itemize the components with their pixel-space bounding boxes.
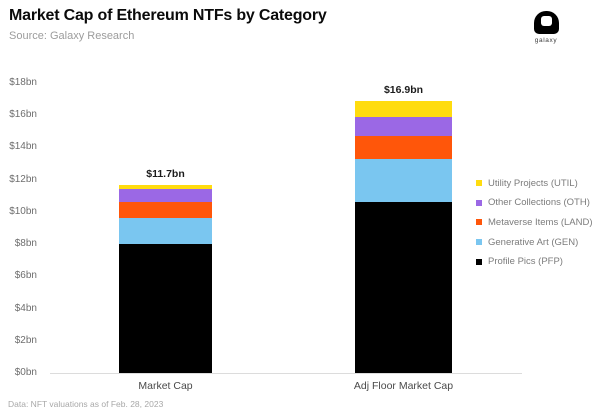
legend-label: Other Collections (OTH)	[488, 197, 590, 209]
bar-total-label: $11.7bn	[146, 167, 185, 180]
bar-segment	[355, 100, 452, 117]
legend-label: Generative Art (GEN)	[488, 236, 579, 248]
y-axis-tick-label: $12bn	[9, 173, 37, 185]
galaxy-logo-icon-hole	[540, 16, 552, 26]
bar-total-label: $16.9bn	[383, 83, 424, 96]
galaxy-logo-icon	[533, 11, 559, 34]
legend-item: Profile Pics (PFP)	[476, 256, 593, 268]
galaxy-logo-wordmark: galaxy	[534, 37, 558, 44]
chart-legend: Utility Projects (UTIL) Other Collections…	[476, 177, 593, 275]
legend-swatch-icon	[476, 219, 482, 226]
x-axis-category-label: Adj Floor Market Cap	[353, 380, 454, 392]
y-axis-tick-label: $4bn	[14, 302, 37, 314]
legend-label: Profile Pics (PFP)	[488, 256, 563, 268]
legend-swatch-icon	[476, 199, 482, 206]
y-axis-tick-label: $2bn	[14, 334, 37, 346]
legend-item: Utility Projects (UTIL)	[476, 177, 593, 189]
legend-label: Metaverse Items (LAND)	[488, 216, 593, 228]
bar-segment	[119, 202, 212, 219]
y-axis-tick-label: $14bn	[9, 141, 37, 153]
bar-segment	[355, 202, 452, 373]
legend-swatch-icon	[476, 239, 482, 246]
x-axis-line	[50, 373, 522, 374]
bar-segment	[355, 158, 452, 203]
x-axis-category-label: Market Cap	[138, 380, 193, 392]
y-axis-tick-label: $18bn	[9, 77, 37, 88]
chart-footnote: Data: NFT valuations as of Feb. 28, 2023	[8, 399, 164, 409]
legend-swatch-icon	[476, 258, 482, 265]
bar-segment	[119, 244, 212, 373]
galaxy-logo: galaxy	[531, 11, 561, 44]
bar-segment	[119, 184, 212, 190]
legend-label: Utility Projects (UTIL)	[488, 177, 578, 189]
bar-segment	[355, 136, 452, 159]
legend-item: Other Collections (OTH)	[476, 197, 593, 209]
y-axis-tick-label: $16bn	[9, 109, 37, 121]
y-axis-tick-label: $8bn	[14, 238, 37, 250]
legend-item: Generative Art (GEN)	[476, 236, 593, 248]
y-axis-tick-label: $10bn	[9, 205, 37, 217]
bar-segment	[119, 189, 212, 203]
bar-segment	[119, 218, 212, 245]
chart-source: Source: Galaxy Research	[9, 30, 135, 42]
legend-swatch-icon	[476, 180, 482, 186]
chart-title: Market Cap of Ethereum NTFs by Category	[9, 7, 327, 24]
legend-item: Metaverse Items (LAND)	[476, 216, 593, 228]
bar-segment	[355, 116, 452, 137]
y-axis-tick-label: $0bn	[14, 367, 37, 378]
y-axis-tick-label: $6bn	[14, 270, 37, 282]
